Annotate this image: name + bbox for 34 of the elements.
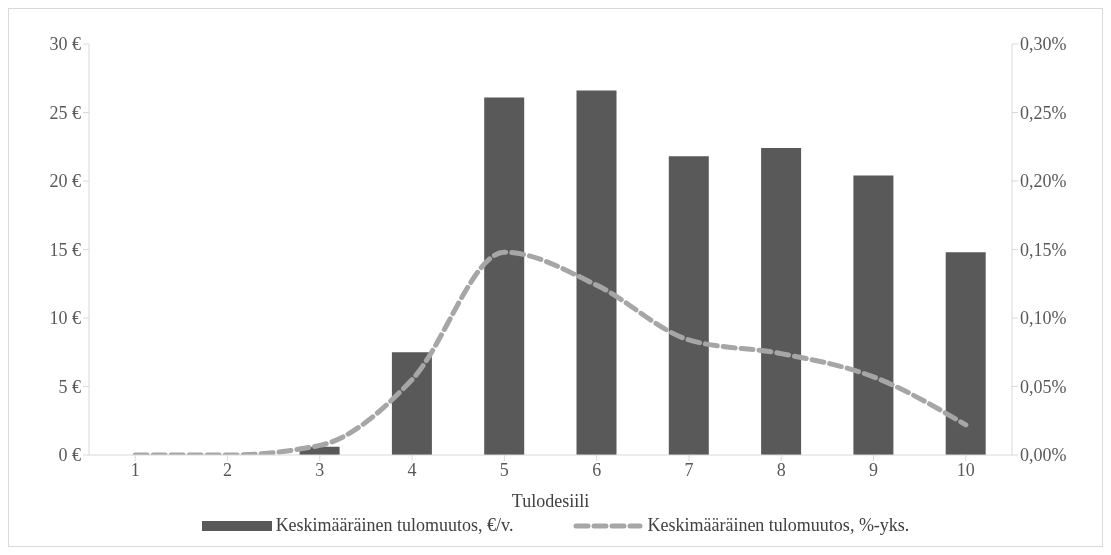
y2-tick-label: 0,05%	[1020, 376, 1067, 397]
x-tick-label: 8	[776, 459, 786, 480]
bar	[853, 175, 894, 455]
x-tick-label: 7	[684, 459, 694, 480]
x-tick-label: 10	[956, 459, 975, 480]
bar	[391, 352, 432, 455]
bar	[484, 97, 525, 455]
y2-tick-label: 0,10%	[1020, 308, 1067, 329]
bar	[761, 148, 802, 455]
y2-tick-label: 0,00%	[1020, 445, 1067, 466]
bar	[668, 156, 709, 455]
x-tick-label: 5	[499, 459, 509, 480]
bar	[945, 252, 986, 455]
x-tick-label: 3	[315, 459, 325, 480]
x-tick-label: 9	[869, 459, 879, 480]
x-axis-title: Tulodesiili	[511, 491, 590, 511]
x-tick-label: 2	[222, 459, 232, 480]
y2-tick-label: 0,15%	[1020, 239, 1067, 260]
y2-tick-label: 0,30%	[1020, 34, 1067, 55]
legend-label: Keskimääräinen tulomuutos, €/v.	[275, 515, 514, 536]
y-tick-label: 25 €	[49, 102, 81, 123]
y-tick-label: 10 €	[49, 308, 81, 329]
x-tick-label: 1	[130, 459, 140, 480]
y2-tick-label: 0,20%	[1020, 171, 1067, 192]
bar	[576, 90, 617, 455]
legend-label: Keskimääräinen tulomuutos, %-yks.	[647, 515, 910, 536]
x-tick-label: 4	[407, 459, 417, 480]
y-tick-label: 20 €	[49, 171, 81, 192]
x-tick-label: 6	[592, 459, 602, 480]
y-tick-label: 30 €	[49, 34, 81, 55]
y2-tick-label: 0,25%	[1020, 102, 1067, 123]
y-tick-label: 0 €	[58, 445, 81, 466]
y-tick-label: 5 €	[58, 376, 81, 397]
y-tick-label: 15 €	[49, 239, 81, 260]
